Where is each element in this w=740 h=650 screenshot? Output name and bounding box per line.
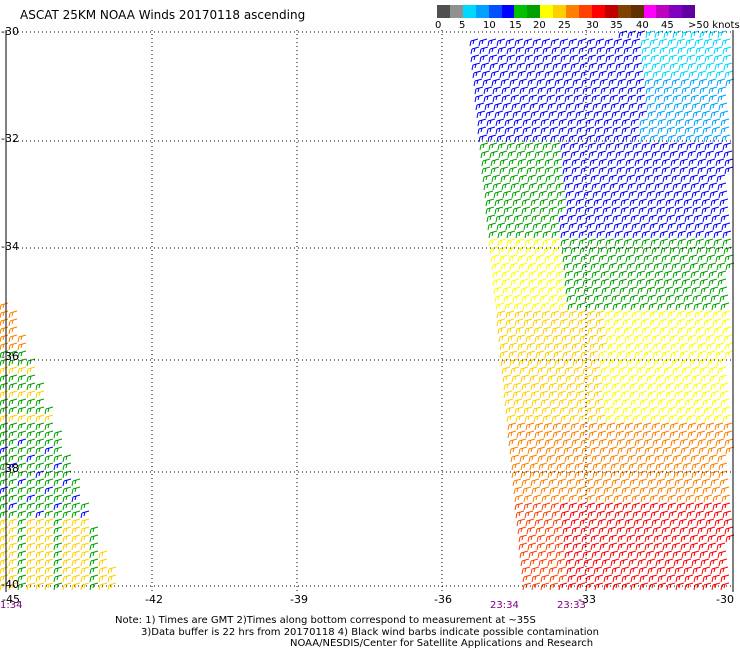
lat-label-34: -34 <box>1 240 19 253</box>
colorbar-tick-label: 35 <box>610 20 623 31</box>
colorbar-segment <box>669 5 683 18</box>
lat-label-32: -32 <box>1 132 19 145</box>
colorbar-segment <box>553 5 567 18</box>
colorbar-segment <box>462 5 476 18</box>
time-label-left: 1:34 <box>0 600 23 611</box>
colorbar-segment <box>475 5 489 18</box>
colorbar-segment <box>578 5 592 18</box>
colorbar-tick-label: 0 <box>435 20 442 31</box>
colorbar-tick-label: 15 <box>509 20 522 31</box>
colorbar-segment <box>656 5 670 18</box>
colorbar-segment <box>449 5 463 18</box>
colorbar-segment <box>682 5 696 18</box>
lon-label-42: -42 <box>145 593 163 606</box>
lon-label-36: -36 <box>434 593 452 606</box>
wind-speed-colorbar <box>437 5 696 18</box>
note-line-2: 3)Data buffer is 22 hrs from 20170118 4)… <box>141 627 599 638</box>
colorbar-tick-label: 40 <box>636 20 649 31</box>
colorbar-segment <box>514 5 528 18</box>
colorbar-segment <box>527 5 541 18</box>
time-label-right: 23:33 <box>557 600 586 611</box>
colorbar-segment <box>591 5 605 18</box>
colorbar-segment <box>488 5 502 18</box>
colorbar-segment <box>617 5 631 18</box>
colorbar-segment <box>630 5 644 18</box>
colorbar-tick-label: 20 <box>533 20 546 31</box>
lon-label-45: -45 <box>2 593 20 606</box>
lat-label-36: -36 <box>1 350 19 363</box>
colorbar-segment <box>540 5 554 18</box>
colorbar-tick-label: 30 <box>586 20 599 31</box>
lon-label-30: -30 <box>716 593 734 606</box>
lat-label-40: -40 <box>1 578 19 591</box>
note-line-3: NOAA/NESDIS/Center for Satellite Applica… <box>290 638 594 649</box>
lon-label-33: -33 <box>578 593 596 606</box>
page-title: ASCAT 25KM NOAA Winds 20170118 ascending <box>20 8 306 22</box>
lat-lon-grid <box>5 30 734 592</box>
colorbar-tick-label: 5 <box>459 20 466 31</box>
colorbar-tick-label: 10 <box>483 20 496 31</box>
colorbar-segment <box>566 5 579 18</box>
colorbar-tick-label: 45 <box>661 20 674 31</box>
lon-label-39: -39 <box>290 593 308 606</box>
lat-label-38: -38 <box>1 462 19 475</box>
colorbar-segment <box>501 5 515 18</box>
note-line-1: Note: 1) Times are GMT 2)Times along bot… <box>115 615 536 626</box>
colorbar-tick-label: 25 <box>558 20 571 31</box>
wind-barb-swaths <box>0 30 735 591</box>
colorbar-segment <box>437 5 450 18</box>
lat-label-30: -30 <box>1 25 19 38</box>
colorbar-segment <box>604 5 618 18</box>
colorbar-segment <box>643 5 657 18</box>
colorbar-tick-label: >50 knots <box>688 20 740 31</box>
time-label-middle: 23:34 <box>490 600 519 611</box>
